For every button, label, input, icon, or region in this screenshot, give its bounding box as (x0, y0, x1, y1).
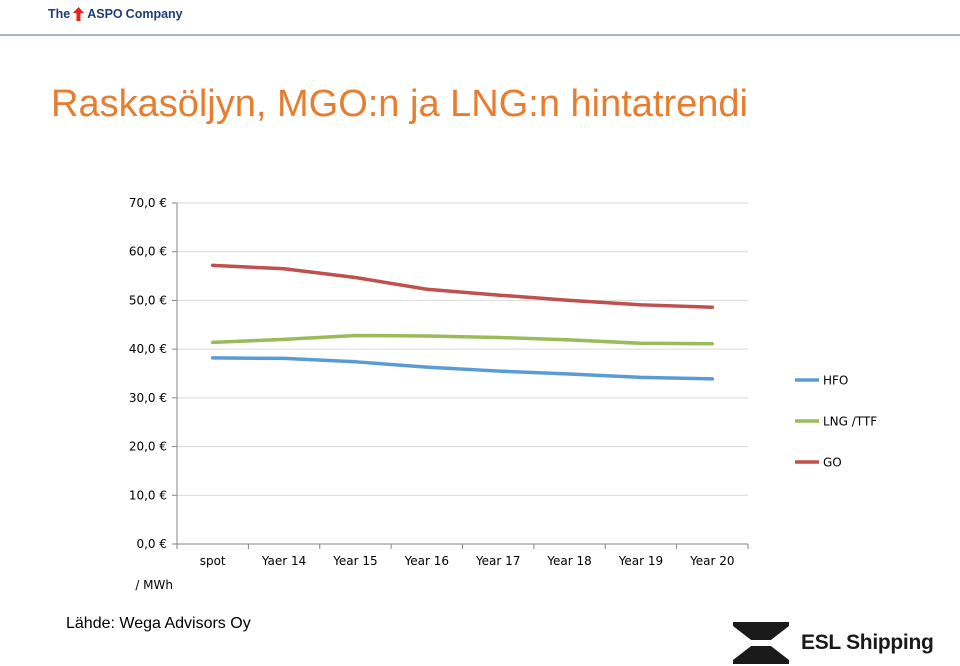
page-title: Raskasöljyn, MGO:n ja LNG:n hintatrendi (51, 83, 748, 125)
series-line-2 (210, 263, 715, 309)
x-tick-label: Year 18 (546, 554, 592, 568)
x-tick-label: Yaer 14 (261, 554, 306, 568)
x-tick-label: Year 15 (332, 554, 378, 568)
y-tick-label: 60,0 € (129, 245, 167, 259)
aspo-logo-post: Company (125, 7, 183, 21)
source-note: Lähde: Wega Advisors Oy (66, 615, 251, 632)
y-tick-label: 50,0 € (129, 293, 167, 307)
y-tick-label: 10,0 € (129, 488, 167, 502)
legend-label: LNG /TTF (823, 415, 877, 429)
x-tick-label: Year 17 (475, 554, 521, 568)
x-tick-label: Year 16 (404, 554, 450, 568)
x-tick-label: Year 20 (689, 554, 735, 568)
y-tick-label: 30,0 € (129, 391, 167, 405)
aspo-logo-pre: The (48, 7, 71, 21)
esl-shipping-logo: ESL Shipping (733, 622, 934, 664)
aspo-arrow-icon (73, 7, 85, 21)
aspo-logo-brand: ASPO (87, 7, 123, 21)
aspo-logo: The ASPO Company (48, 5, 183, 23)
y-tick-label: 70,0 € (129, 196, 167, 210)
esl-logo-text: ESL Shipping (801, 631, 934, 654)
y-tick-label: 20,0 € (129, 440, 167, 454)
series-line-0 (210, 356, 715, 381)
legend-label: GO (823, 456, 842, 470)
y-tick-label: 40,0 € (129, 342, 167, 356)
y-axis-label: / MWh (135, 578, 173, 592)
x-tick-label: Year 19 (618, 554, 664, 568)
y-tick-label: 0,0 € (136, 537, 167, 551)
legend-label: HFO (823, 374, 848, 388)
header-rule (0, 34, 960, 36)
series-line-1 (210, 333, 715, 346)
x-tick-label: spot (200, 554, 226, 568)
esl-emblem-icon (733, 622, 789, 664)
